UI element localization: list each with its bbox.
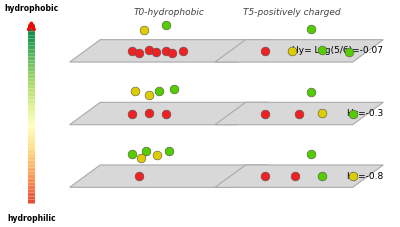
Text: Hy=-0.8: Hy=-0.8: [346, 172, 383, 181]
Polygon shape: [215, 40, 383, 62]
Point: [129, 153, 135, 156]
Polygon shape: [70, 165, 268, 187]
Point: [137, 156, 144, 160]
Polygon shape: [215, 165, 383, 187]
Point: [142, 149, 149, 153]
Point: [136, 174, 142, 178]
Point: [156, 89, 162, 93]
Point: [169, 51, 176, 54]
Polygon shape: [215, 102, 383, 125]
Point: [171, 87, 177, 90]
Point: [162, 23, 169, 27]
Point: [132, 89, 139, 93]
Point: [308, 27, 314, 31]
Point: [129, 49, 135, 53]
Point: [319, 48, 325, 52]
Text: Hy= Log(5/6)=-0.07: Hy= Log(5/6)=-0.07: [292, 46, 383, 55]
Polygon shape: [70, 40, 268, 62]
Point: [146, 93, 152, 97]
Text: T5-positively charged: T5-positively charged: [243, 8, 340, 17]
Point: [129, 112, 135, 115]
Point: [162, 49, 169, 53]
Point: [319, 111, 325, 115]
Point: [146, 48, 152, 52]
Polygon shape: [70, 102, 268, 125]
Point: [152, 50, 159, 54]
Text: T0-hydrophobic: T0-hydrophobic: [134, 8, 204, 17]
Point: [288, 49, 295, 53]
Point: [154, 153, 160, 157]
Point: [146, 111, 152, 115]
Point: [308, 90, 314, 94]
Text: Hy=-0.3: Hy=-0.3: [346, 109, 383, 118]
Point: [136, 51, 142, 54]
Text: hydrophobic: hydrophobic: [4, 4, 58, 13]
Point: [262, 49, 268, 53]
Point: [262, 174, 268, 178]
Point: [308, 153, 314, 156]
Point: [346, 50, 352, 53]
Point: [319, 174, 325, 178]
Text: hydrophilic: hydrophilic: [7, 214, 56, 223]
Point: [179, 49, 186, 53]
Point: [350, 175, 356, 178]
Point: [350, 112, 356, 116]
Point: [292, 174, 298, 178]
Point: [162, 112, 169, 116]
Point: [141, 28, 147, 32]
Point: [262, 112, 268, 115]
Point: [166, 149, 172, 153]
Point: [296, 112, 302, 115]
